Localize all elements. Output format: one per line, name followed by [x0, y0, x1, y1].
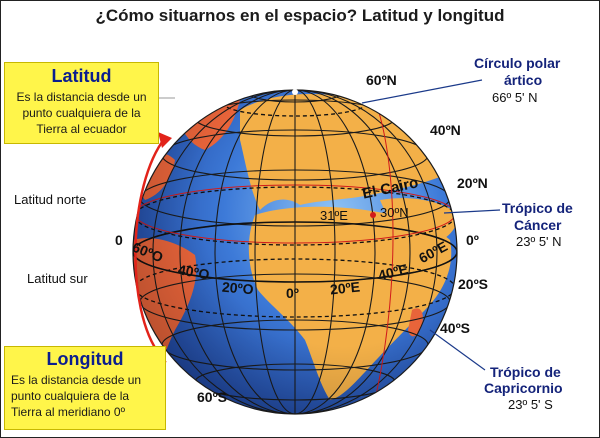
latitude-arrow-up-icon	[158, 132, 172, 148]
lat-0-label: 0º	[466, 232, 479, 248]
cairo-marker	[370, 212, 376, 218]
latitude-arc	[134, 137, 166, 356]
lon-20w-label: 20ºO	[221, 278, 255, 298]
cairo-lat-label: 30ºN	[380, 205, 409, 220]
lat-60s-label: 60ºS	[197, 389, 228, 405]
capricorn-value: 23º 5' S	[508, 397, 553, 412]
capricorn-name-line2: Capricornio	[484, 380, 563, 396]
lat-40s-label: 40ºS	[440, 320, 471, 336]
latitud-heading: Latitud	[51, 66, 112, 86]
longitud-box: Longitud Es la distancia desde un punto …	[4, 346, 166, 430]
lat-20n-label: 20ºN	[457, 175, 488, 191]
arctic-name-line2: ártico	[504, 72, 543, 88]
longitud-description: Es la distancia desde un punto cualquier…	[11, 373, 142, 419]
cancer-name-line1: Trópico de	[502, 200, 573, 216]
cairo-lon-label: 31ºE	[320, 208, 348, 223]
cancer-value: 23º 5' N	[516, 234, 562, 249]
lat-40n-label: 40ºN	[430, 122, 461, 138]
equator-zero-label: 0	[115, 232, 123, 248]
lat-20s-label: 20ºS	[458, 276, 489, 292]
north-pole-dot	[292, 89, 298, 95]
arctic-name-line1: Círculo polar	[474, 55, 561, 71]
page-title: ¿Cómo situarnos en el espacio? Latitud y…	[95, 6, 505, 25]
lat-60n-label: 60ºN	[366, 72, 397, 88]
cancer-name-line2: Cáncer	[514, 217, 562, 233]
capricorn-name-line1: Trópico de	[490, 364, 561, 380]
arctic-value: 66º 5' N	[492, 90, 538, 105]
latitud-box: Latitud Es la distancia desde un punto c…	[4, 62, 159, 144]
latitud-norte-label: Latitud norte	[14, 192, 87, 207]
longitud-heading: Longitud	[46, 349, 124, 369]
latitud-sur-label: Latitud sur	[27, 271, 88, 286]
lon-0-label: 0º	[286, 285, 299, 301]
latitud-description: Es la distancia desde un punto cualquier…	[16, 90, 147, 136]
lon-20e-label: 20ºE	[329, 278, 361, 298]
pointer-lines	[361, 79, 501, 371]
